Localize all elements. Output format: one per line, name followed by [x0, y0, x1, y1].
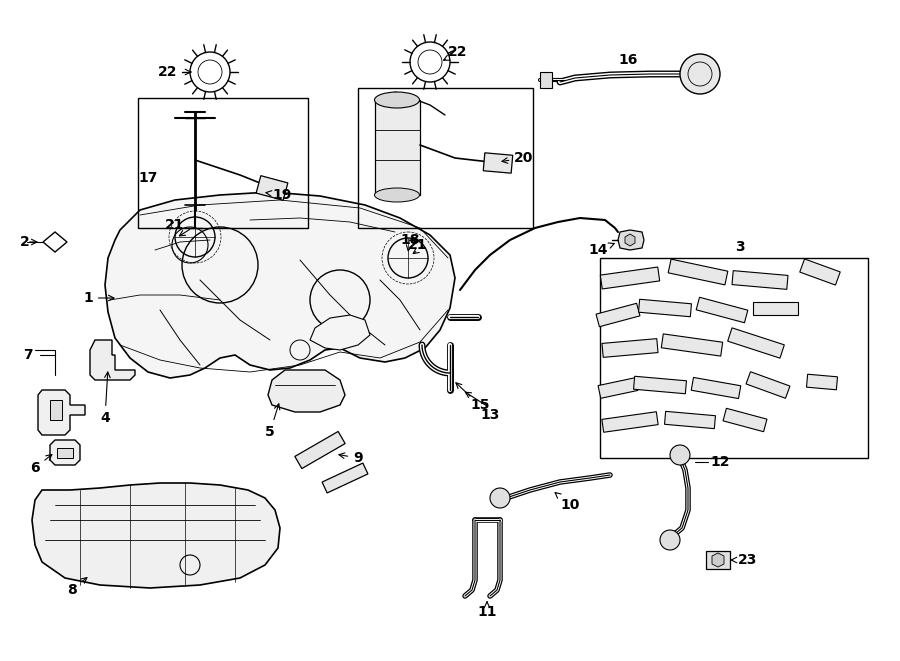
Polygon shape	[256, 176, 288, 200]
Text: 8: 8	[68, 578, 87, 597]
Text: 19: 19	[266, 188, 292, 202]
Circle shape	[490, 488, 510, 508]
Polygon shape	[625, 234, 635, 246]
Circle shape	[670, 445, 690, 465]
Text: 10: 10	[555, 492, 580, 512]
Polygon shape	[800, 259, 841, 285]
Polygon shape	[732, 270, 788, 290]
Polygon shape	[43, 232, 67, 252]
Circle shape	[660, 530, 680, 550]
Polygon shape	[712, 553, 724, 567]
Polygon shape	[295, 432, 346, 469]
Polygon shape	[668, 259, 728, 285]
Polygon shape	[618, 230, 644, 250]
Polygon shape	[483, 153, 513, 173]
Polygon shape	[50, 400, 62, 420]
Text: 22: 22	[448, 45, 468, 59]
Polygon shape	[375, 100, 420, 195]
Polygon shape	[596, 303, 640, 327]
Text: 21: 21	[166, 218, 184, 232]
Polygon shape	[322, 463, 368, 493]
Text: 1: 1	[83, 291, 114, 305]
Polygon shape	[638, 299, 691, 317]
Text: 6: 6	[31, 455, 52, 475]
Polygon shape	[664, 411, 716, 428]
Text: 23: 23	[731, 553, 758, 567]
Polygon shape	[105, 192, 455, 378]
Ellipse shape	[374, 188, 419, 202]
Polygon shape	[598, 377, 638, 399]
Text: 7: 7	[23, 348, 32, 362]
Text: 16: 16	[618, 53, 638, 67]
Text: 21: 21	[409, 238, 428, 252]
Polygon shape	[662, 334, 723, 356]
Text: 4: 4	[100, 372, 110, 425]
Text: 18: 18	[400, 233, 419, 251]
Text: 14: 14	[589, 243, 615, 257]
Polygon shape	[752, 301, 797, 315]
Text: 5: 5	[266, 404, 280, 439]
Ellipse shape	[374, 92, 419, 108]
Polygon shape	[806, 374, 838, 390]
Text: 2: 2	[20, 235, 30, 249]
Polygon shape	[32, 483, 280, 588]
Polygon shape	[310, 315, 370, 350]
Polygon shape	[691, 377, 741, 399]
Polygon shape	[602, 338, 658, 358]
Polygon shape	[634, 376, 687, 394]
Text: 20: 20	[502, 151, 534, 165]
Polygon shape	[540, 72, 552, 88]
Text: 13: 13	[481, 408, 500, 422]
Text: 9: 9	[339, 451, 363, 465]
Polygon shape	[50, 440, 80, 465]
Polygon shape	[723, 408, 767, 432]
Text: 11: 11	[477, 605, 497, 619]
Text: 3: 3	[735, 240, 745, 254]
Text: 15: 15	[470, 398, 490, 412]
Text: 22: 22	[158, 65, 178, 79]
Polygon shape	[600, 267, 660, 289]
Text: 12: 12	[710, 455, 730, 469]
Circle shape	[680, 54, 720, 94]
Polygon shape	[746, 371, 790, 399]
Polygon shape	[268, 370, 345, 412]
Polygon shape	[706, 551, 730, 569]
Polygon shape	[728, 328, 784, 358]
Text: 17: 17	[139, 171, 158, 185]
Polygon shape	[602, 412, 658, 432]
Polygon shape	[697, 297, 748, 323]
Polygon shape	[38, 390, 85, 435]
Polygon shape	[90, 340, 135, 380]
Polygon shape	[57, 448, 73, 458]
